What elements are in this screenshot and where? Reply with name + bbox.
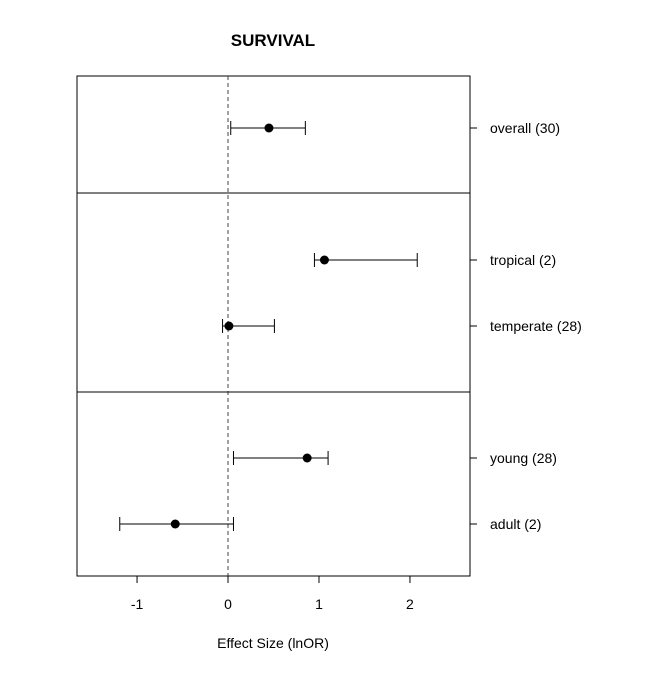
point-estimate — [319, 255, 329, 265]
point-estimate — [264, 123, 274, 133]
row-label: overall (30) — [490, 120, 560, 136]
x-tick-label: 0 — [224, 596, 232, 612]
point-estimate — [224, 321, 234, 331]
row-label: temperate (28) — [490, 318, 582, 334]
chart-title: SURVIVAL — [231, 31, 315, 50]
row-label: young (28) — [490, 450, 557, 466]
row-label: adult (2) — [490, 516, 541, 532]
row-label: tropical (2) — [490, 252, 556, 268]
x-tick-label: -1 — [131, 596, 144, 612]
point-estimate — [302, 453, 312, 463]
x-axis-label: Effect Size (lnOR) — [217, 635, 329, 651]
x-tick-label: 1 — [315, 596, 323, 612]
x-tick-label: 2 — [406, 596, 414, 612]
point-estimate — [170, 519, 180, 529]
